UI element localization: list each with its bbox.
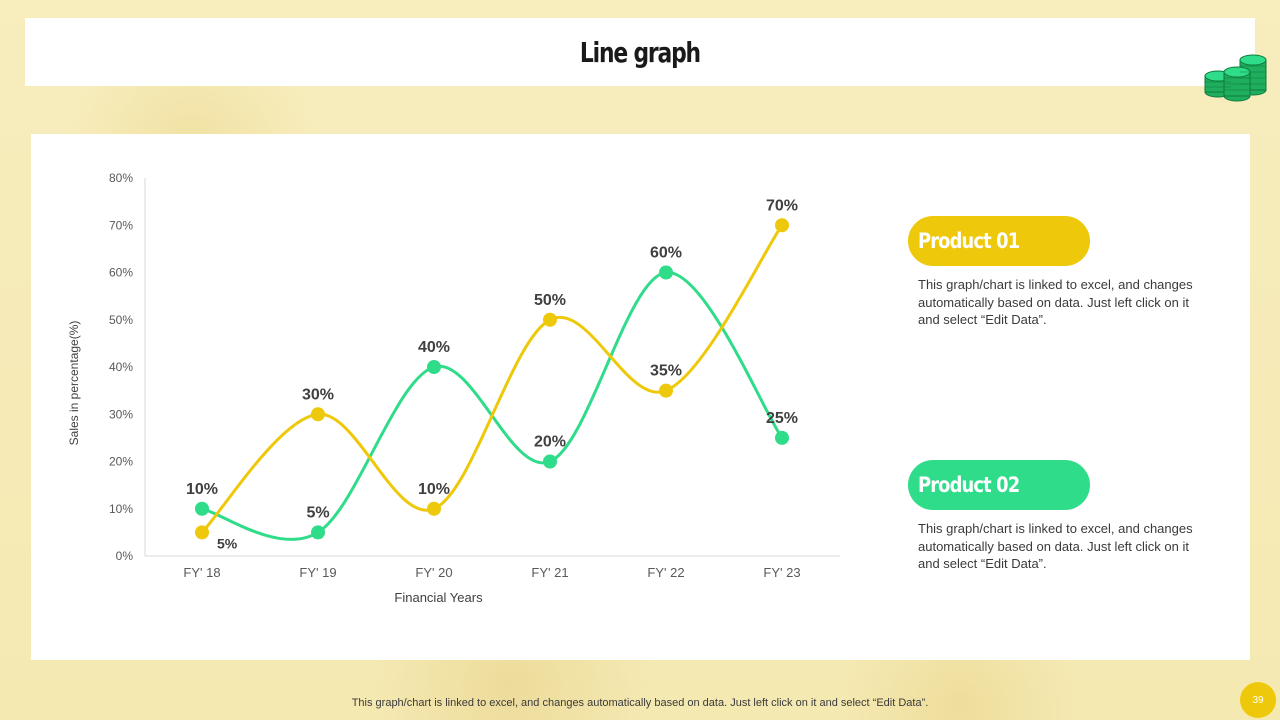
chart-panel: 0% 10% 20% 30% 40% 50% 60% 70% 80% FY' 18 FY' 19 FY… <box>31 134 1250 660</box>
legend-description-product-1: This graph/chart is linked to excel, and… <box>918 277 1193 327</box>
series-line-2 <box>201 270 784 541</box>
data-label-series-2: 25% <box>766 410 798 427</box>
series-line-1 <box>200 224 784 534</box>
y-tick-label: 70% <box>109 218 133 232</box>
y-tick-label: 40% <box>109 360 133 374</box>
x-tick-label: FY' 23 <box>763 565 800 580</box>
y-axis-title: Sales in percentage(%) <box>67 321 81 446</box>
line-chart: 0% 10% 20% 30% 40% 50% 60% 70% 80% FY' 18 FY' 19 FY… <box>67 171 840 605</box>
legend-product-1: Product 01 This graph/chart is linked to… <box>908 216 1228 329</box>
data-point-series-1 <box>427 501 441 516</box>
data-point-series-2 <box>195 501 209 516</box>
data-label-series-2: 60% <box>650 245 682 262</box>
x-tick-label: FY' 18 <box>183 565 220 580</box>
data-label-series-2: 20% <box>534 434 566 451</box>
legend-product-2: Product 02 This graph/chart is linked to… <box>908 460 1228 573</box>
x-tick-label: FY' 19 <box>299 565 336 580</box>
y-tick-label: 30% <box>109 407 133 421</box>
data-point-series-2 <box>427 360 441 374</box>
data-point-series-2 <box>543 454 557 469</box>
page-title: Line graph <box>580 35 701 69</box>
y-tick-label: 10% <box>109 502 133 516</box>
legend-pill-product-1: Product 01 <box>908 216 1090 266</box>
data-label-series-2: 40% <box>418 339 450 356</box>
title-bar: Line graph <box>25 18 1255 86</box>
data-point-series-2 <box>311 525 325 540</box>
legend-pill-product-2: Product 02 <box>908 460 1090 510</box>
x-axis-title: Financial Years <box>394 590 483 605</box>
data-label-series-1: 50% <box>534 292 566 309</box>
y-tick-label: 0% <box>116 549 134 563</box>
footer-note: This graph/chart is linked to excel, and… <box>351 697 929 709</box>
y-tick-label: 50% <box>109 313 133 327</box>
data-label-series-1: 35% <box>650 363 682 380</box>
data-point-series-2 <box>775 430 789 445</box>
data-label-series-1: 70% <box>766 197 798 214</box>
legend-description-product-2: This graph/chart is linked to excel, and… <box>918 521 1193 571</box>
data-label-series-2: 10% <box>186 481 218 498</box>
data-label-series-1: 10% <box>418 481 450 498</box>
data-label-series-2: 5% <box>306 504 329 521</box>
data-label-series-1: 5% <box>217 535 238 551</box>
x-tick-label: FY' 22 <box>647 565 684 580</box>
data-point-series-2 <box>659 265 673 280</box>
data-point-series-1 <box>659 383 673 398</box>
data-point-series-1 <box>775 218 789 233</box>
x-tick-label: FY' 20 <box>415 565 452 580</box>
data-point-series-1 <box>195 525 209 540</box>
coins-stack-icon <box>1204 54 1267 102</box>
data-label-series-1: 30% <box>302 386 334 403</box>
page-number-badge: 39 <box>1240 682 1276 718</box>
data-point-series-1 <box>543 312 557 327</box>
data-point-series-1 <box>311 407 325 422</box>
y-tick-label: 20% <box>109 455 133 469</box>
x-tick-label: FY' 21 <box>531 565 568 580</box>
y-tick-label: 60% <box>109 266 133 280</box>
y-tick-label: 80% <box>109 171 133 185</box>
